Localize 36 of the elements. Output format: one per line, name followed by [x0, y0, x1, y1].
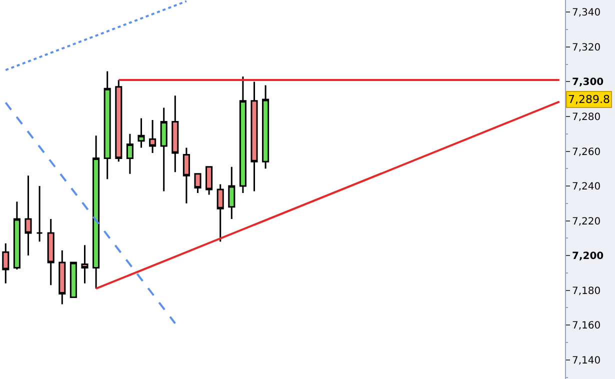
candlestick: [13, 200, 20, 270]
candlestick: [138, 117, 145, 149]
candlestick: [47, 218, 54, 286]
y-tick-label: 7,200: [572, 251, 604, 262]
candlestick: [228, 166, 236, 220]
candlestick: [216, 184, 224, 242]
candlestick: [172, 94, 179, 173]
y-tick-label: 7,280: [572, 112, 601, 123]
candlestick: [81, 244, 88, 284]
candlestick: [182, 147, 190, 204]
candlestick: [70, 262, 77, 298]
y-tick-label: 7,320: [572, 42, 601, 54]
candlestick: [58, 250, 66, 305]
candlestick: [194, 173, 202, 194]
candlestick: [104, 70, 111, 180]
y-tick-label: 7,240: [572, 182, 601, 193]
candlestick: [92, 134, 100, 290]
candlestick: [149, 119, 156, 154]
y-tick-label: 7,160: [572, 320, 601, 332]
candlestick: [126, 133, 134, 175]
candlestick: [206, 166, 213, 196]
candlestick: [24, 174, 32, 256]
y-tick-label: 7,260: [572, 146, 601, 158]
candlestick: [160, 107, 168, 192]
candlestick: [262, 84, 270, 170]
candlestick: [250, 80, 258, 192]
candlestick: [115, 79, 122, 162]
y-tick-label: 7,140: [572, 355, 601, 366]
candlestick: [2, 242, 10, 284]
candlestick: [239, 76, 246, 194]
text: 7,289.8: [568, 93, 610, 106]
y-tick-label: 7,180: [572, 286, 601, 297]
candlestick: [36, 185, 44, 242]
y-tick-label: 7,340: [572, 8, 601, 19]
y-tick-label: 7,300: [572, 77, 604, 88]
y-tick-label: 7,220: [572, 216, 601, 228]
